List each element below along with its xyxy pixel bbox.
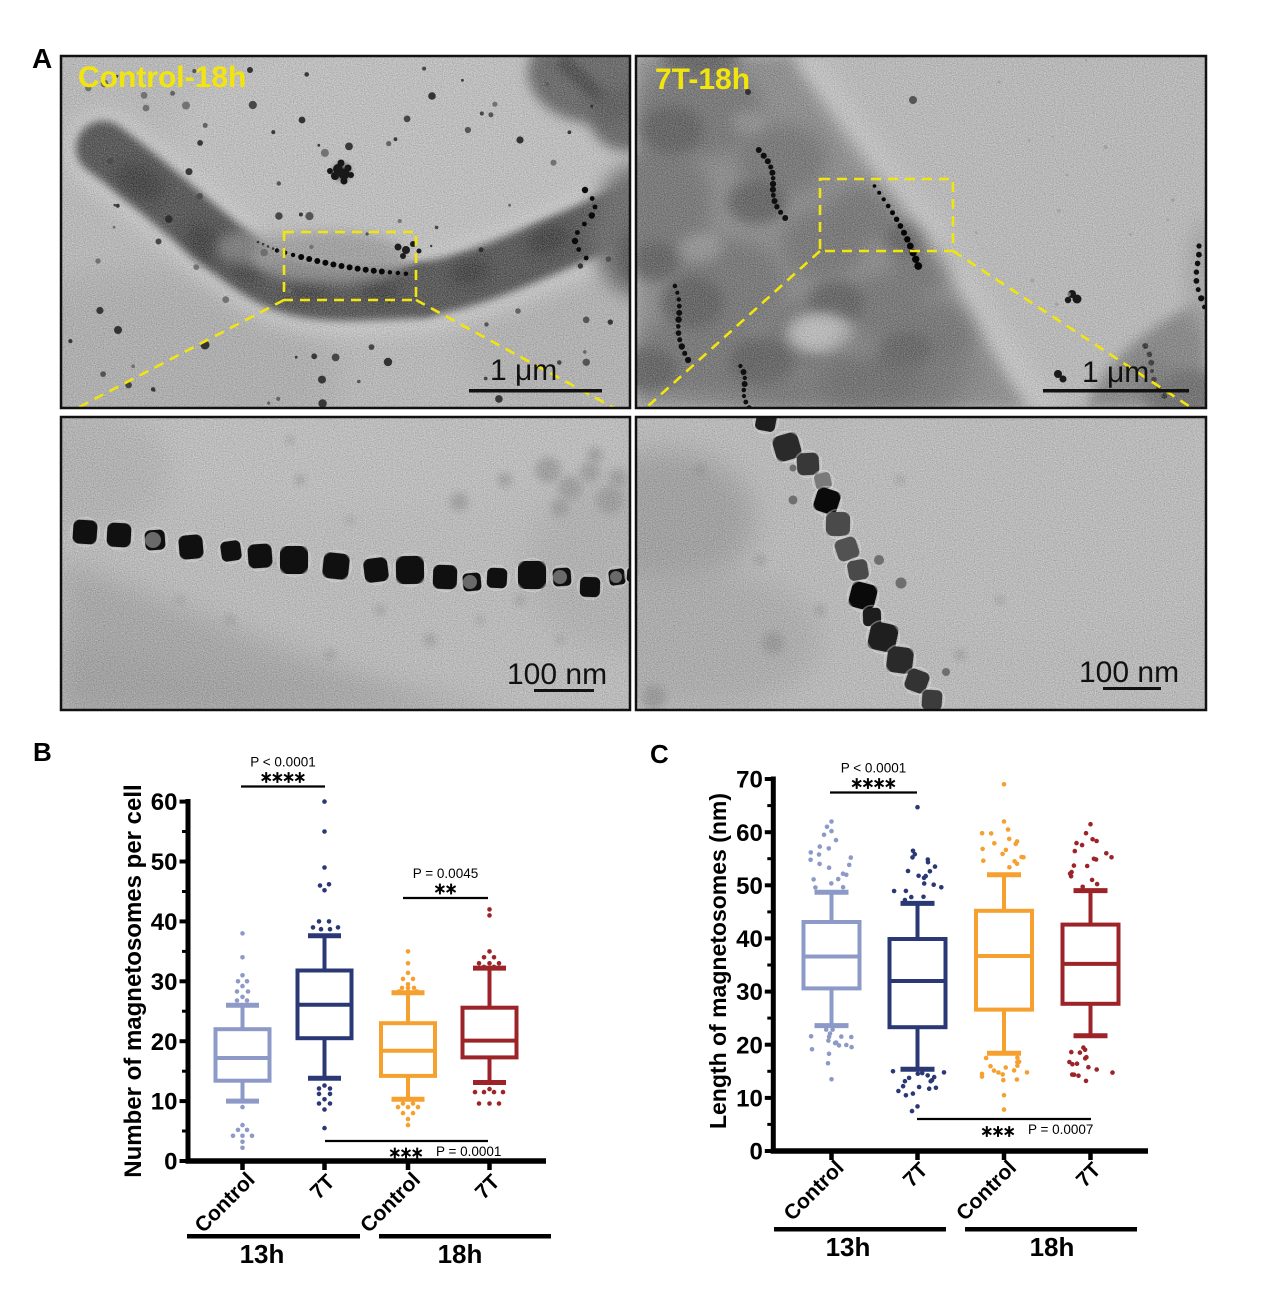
svg-text:Control: Control <box>952 1156 1021 1225</box>
svg-text:0: 0 <box>164 1149 177 1176</box>
svg-text:60: 60 <box>151 789 178 816</box>
svg-text:Number of magnetosomes per cel: Number of magnetosomes per cell <box>120 784 147 1177</box>
svg-text:50: 50 <box>736 873 763 900</box>
svg-text:A: A <box>32 43 52 74</box>
svg-text:18h: 18h <box>438 1239 483 1269</box>
svg-text:13h: 13h <box>826 1232 871 1262</box>
svg-text:30: 30 <box>151 969 178 996</box>
svg-text:13h: 13h <box>240 1239 285 1269</box>
svg-text:7T: 7T <box>1072 1158 1106 1192</box>
svg-text:P < 0.0001: P < 0.0001 <box>841 761 906 776</box>
svg-text:P < 0.0001: P < 0.0001 <box>250 755 315 770</box>
svg-text:Control-18h: Control-18h <box>78 61 246 94</box>
svg-text:30: 30 <box>736 979 763 1006</box>
svg-text:P = 0.0001: P = 0.0001 <box>436 1144 501 1159</box>
svg-text:7T: 7T <box>899 1158 933 1192</box>
svg-text:1 μm: 1 μm <box>490 354 557 387</box>
svg-text:100 nm: 100 nm <box>507 658 607 691</box>
svg-text:60: 60 <box>736 820 763 847</box>
svg-text:40: 40 <box>151 909 178 936</box>
svg-text:C: C <box>650 739 669 769</box>
svg-text:7T-18h: 7T-18h <box>655 63 750 96</box>
svg-text:P = 0.0045: P = 0.0045 <box>413 866 478 881</box>
svg-text:50: 50 <box>151 849 178 876</box>
svg-text:Control: Control <box>779 1156 848 1225</box>
svg-text:7T: 7T <box>306 1170 340 1204</box>
svg-text:18h: 18h <box>1030 1232 1075 1262</box>
svg-text:70: 70 <box>736 767 763 794</box>
svg-text:0: 0 <box>749 1139 762 1166</box>
svg-text:Control: Control <box>356 1168 425 1237</box>
svg-text:100 nm: 100 nm <box>1079 656 1179 689</box>
svg-text:7T: 7T <box>471 1170 505 1204</box>
svg-text:B: B <box>33 737 52 767</box>
svg-text:10: 10 <box>151 1089 178 1116</box>
svg-text:20: 20 <box>736 1032 763 1059</box>
svg-text:Control: Control <box>190 1168 259 1237</box>
svg-text:1 μm: 1 μm <box>1082 356 1149 389</box>
svg-text:40: 40 <box>736 926 763 953</box>
svg-text:P = 0.0007: P = 0.0007 <box>1028 1122 1093 1137</box>
svg-text:20: 20 <box>151 1029 178 1056</box>
svg-text:10: 10 <box>736 1086 763 1113</box>
svg-text:Length of magnetosomes (nm): Length of magnetosomes (nm) <box>705 793 731 1129</box>
